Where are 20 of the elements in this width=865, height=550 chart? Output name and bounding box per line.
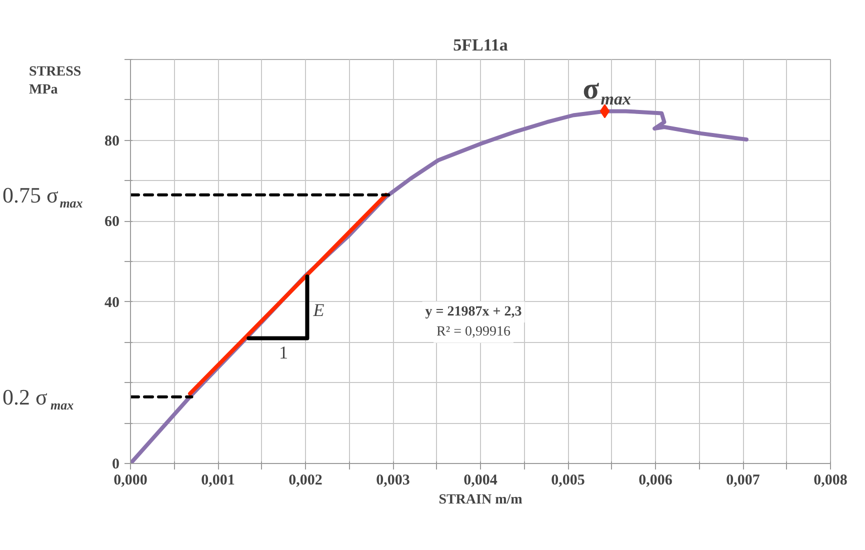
annotation: E: [312, 300, 324, 320]
y-tick-label: 60: [104, 214, 120, 230]
x-tick-label: 0,001: [201, 472, 235, 488]
x-tick-label: 0,002: [288, 472, 322, 488]
annotation: R² = 0,99916: [436, 324, 510, 340]
chart-title: 5FL11a: [453, 36, 508, 54]
x-tick-label: 0,008: [814, 472, 848, 488]
annotation: 1: [279, 342, 288, 362]
x-axis-title: STRAIN m/m: [438, 492, 523, 508]
y-tick-label: 0: [112, 456, 120, 472]
x-tick-label: 0,006: [638, 472, 673, 488]
x-tick-label: 0,004: [464, 472, 498, 488]
x-tick-label: 0,003: [376, 472, 410, 488]
y-axis-title: STRESS MPa: [29, 64, 82, 98]
annotation: y = 21987x + 2,3: [425, 304, 522, 320]
y-tick-label: 40: [104, 294, 120, 311]
y-tick-label: 80: [104, 133, 120, 150]
x-tick-label: 0,005: [551, 472, 585, 488]
x-tick-label: 0,007: [726, 472, 760, 488]
x-tick-label: 0,000: [114, 472, 148, 488]
